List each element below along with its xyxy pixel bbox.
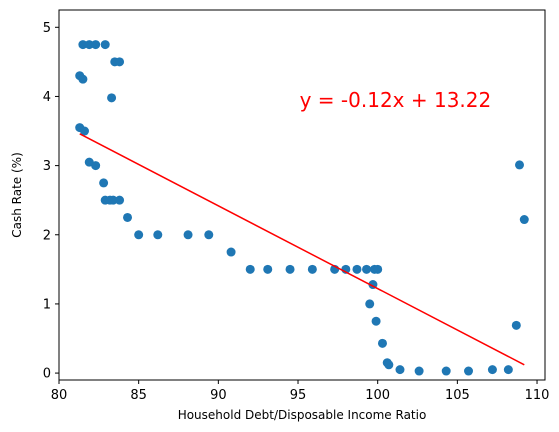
x-tick-label: 110 xyxy=(525,388,550,403)
scatter-point xyxy=(115,195,125,205)
x-tick-label: 80 xyxy=(51,388,68,403)
scatter-point xyxy=(487,365,497,375)
scatter-point xyxy=(108,195,118,205)
y-tick-label: 3 xyxy=(43,159,51,174)
scatter-point xyxy=(123,212,133,222)
y-tick-label: 1 xyxy=(43,297,51,312)
y-tick-label: 0 xyxy=(43,367,51,382)
plot-frame xyxy=(58,9,546,381)
scatter-point xyxy=(307,264,317,274)
scatter-point xyxy=(352,264,362,274)
y-tick-label: 4 xyxy=(43,90,51,105)
scatter-point xyxy=(384,360,394,370)
scatter-point xyxy=(464,366,474,376)
scatter-point xyxy=(245,264,255,274)
scatter-point xyxy=(107,93,117,103)
scatter-point xyxy=(519,215,529,225)
scatter-point xyxy=(226,247,236,257)
scatter-point xyxy=(362,264,372,274)
scatter-point xyxy=(183,230,193,240)
scatter-point xyxy=(115,57,125,67)
scatter-point xyxy=(395,365,405,375)
scatter-point xyxy=(204,230,214,240)
y-tick-label: 2 xyxy=(43,228,51,243)
axis-ticks: 80 85 90 95 100 105 110 0 1 2 3 4 5 xyxy=(43,21,550,403)
scatter-point xyxy=(78,40,88,50)
scatter-point xyxy=(285,264,295,274)
regression-equation: y = -0.12x + 13.22 xyxy=(300,88,492,112)
scatter-point xyxy=(91,161,101,171)
regression-line-layer xyxy=(79,133,525,366)
x-tick-label: 85 xyxy=(130,388,147,403)
x-tick-label: 90 xyxy=(210,388,227,403)
scatter-point xyxy=(100,40,110,50)
scatter-point xyxy=(91,40,101,50)
scatter-point xyxy=(365,299,375,309)
scatter-point xyxy=(515,160,525,170)
scatter-point xyxy=(78,74,88,84)
scatter-point xyxy=(373,264,383,274)
scatter-point xyxy=(503,365,513,375)
x-tick-label: 95 xyxy=(290,388,307,403)
scatter-points xyxy=(75,40,529,376)
scatter-point xyxy=(511,320,521,330)
scatter-point xyxy=(84,40,94,50)
regression-line xyxy=(79,133,525,366)
x-axis-label: Household Debt/Disposable Income Ratio xyxy=(178,408,427,422)
scatter-point xyxy=(377,338,387,348)
y-axis-label: Cash Rate (%) xyxy=(10,152,24,238)
scatter-point xyxy=(263,264,273,274)
scatter-point xyxy=(79,126,89,136)
scatter-point xyxy=(371,316,381,326)
x-tick-label: 100 xyxy=(365,388,390,403)
x-tick-label: 105 xyxy=(445,388,470,403)
scatter-point xyxy=(153,230,163,240)
y-tick-label: 5 xyxy=(43,21,51,36)
scatter-point xyxy=(441,366,451,376)
scatter-point xyxy=(99,178,109,188)
scatter-point xyxy=(134,230,144,240)
scatter-point xyxy=(414,366,424,376)
